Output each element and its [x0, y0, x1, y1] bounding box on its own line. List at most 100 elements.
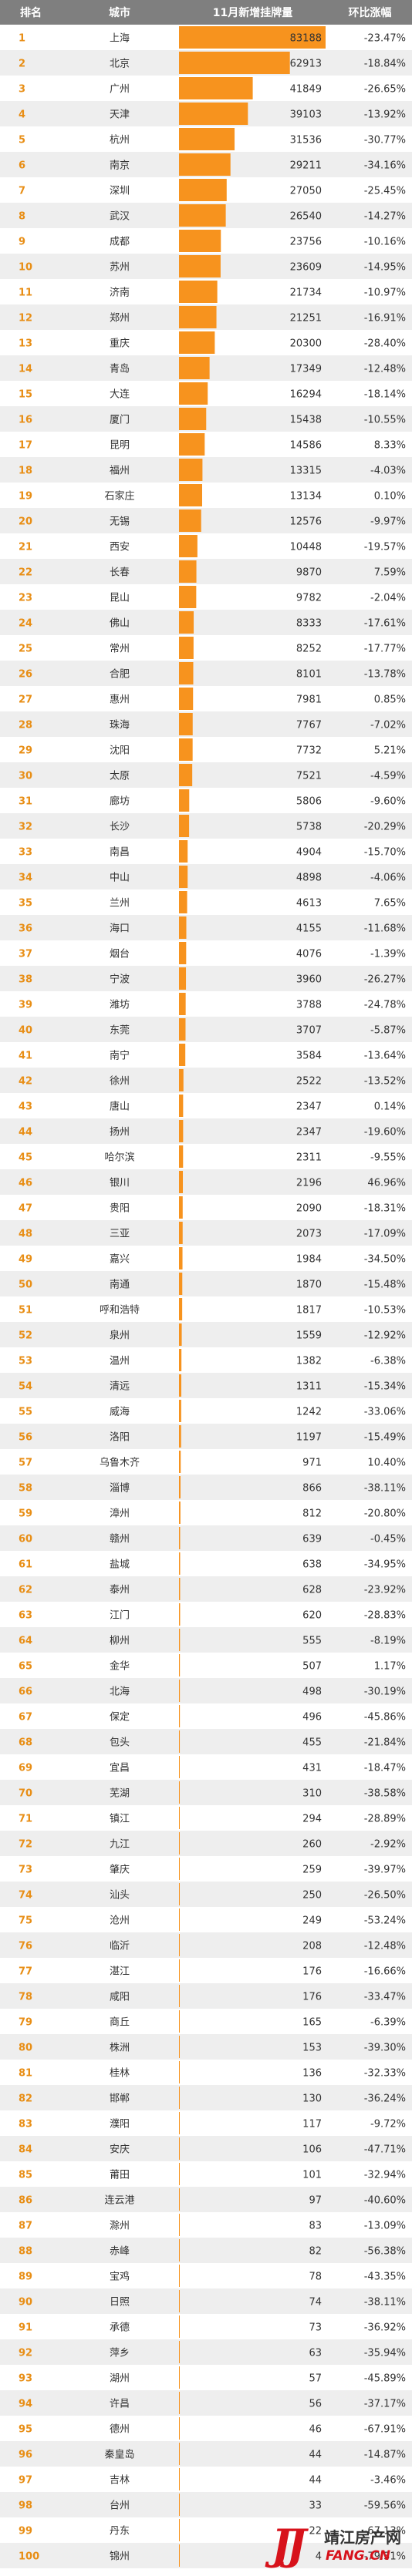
- rank-cell: 82: [19, 2093, 32, 2105]
- bar: [179, 1247, 183, 1270]
- bar: [179, 2137, 180, 2160]
- table-row: [0, 1602, 412, 1627]
- rank-cell: 10: [19, 262, 32, 274]
- change-cell: -18.84%: [364, 59, 406, 70]
- bar: [179, 1349, 182, 1371]
- change-cell: -13.64%: [364, 1051, 406, 1062]
- bar: [179, 1552, 181, 1575]
- change-cell: -34.16%: [364, 160, 406, 172]
- change-cell: -36.24%: [364, 2093, 406, 2105]
- city-cell: 成都: [110, 237, 130, 248]
- bar: [179, 2265, 180, 2287]
- rank-cell: 95: [19, 2424, 32, 2436]
- bar: [179, 2366, 180, 2389]
- table-row: [0, 2161, 412, 2187]
- change-cell: -10.16%: [364, 237, 406, 248]
- rank-cell: 37: [19, 949, 32, 960]
- value-label: 507: [302, 1661, 322, 1673]
- bar: [179, 611, 194, 634]
- bar: [179, 179, 227, 201]
- table-row: [0, 2467, 412, 2492]
- table-row: [0, 1296, 412, 1322]
- rank-cell: 9: [19, 237, 25, 248]
- city-cell: 西安: [110, 542, 130, 553]
- value-label: 153: [302, 2043, 322, 2054]
- value-label: 3707: [296, 1025, 322, 1037]
- bar: [179, 637, 194, 659]
- value-label: 165: [302, 2017, 322, 2029]
- city-cell: 重庆: [110, 338, 130, 350]
- change-cell: -1.39%: [370, 949, 406, 960]
- value-label: 46: [309, 2424, 322, 2436]
- rank-cell: 48: [19, 1229, 32, 1240]
- rank-cell: 83: [19, 2119, 32, 2130]
- rank-cell: 13: [19, 338, 32, 350]
- change-cell: -30.77%: [364, 135, 406, 146]
- rank-cell: 40: [19, 1025, 32, 1037]
- change-cell: -21.84%: [364, 1737, 406, 1749]
- change-cell: -15.70%: [364, 847, 406, 859]
- change-cell: -7.02%: [370, 720, 406, 731]
- rank-cell: 11: [19, 288, 32, 299]
- table-row: [0, 1017, 412, 1042]
- value-label: 250: [302, 1890, 322, 1902]
- rank-cell: 52: [19, 1330, 32, 1342]
- value-label: 498: [302, 1687, 322, 1698]
- value-label: 136: [302, 2068, 322, 2080]
- city-cell: 包头: [110, 1737, 130, 1749]
- header-cell-3: 环比涨幅: [349, 6, 392, 19]
- change-cell: -40.60%: [364, 2195, 406, 2207]
- bar: [179, 1069, 184, 1091]
- table-row: [0, 2238, 412, 2263]
- value-label: 29211: [290, 160, 322, 172]
- table-row: [0, 1246, 412, 1271]
- change-cell: -35.94%: [364, 2348, 406, 2359]
- bar: [179, 1044, 186, 1066]
- bar: [179, 2188, 180, 2211]
- table-row: [0, 1271, 412, 1296]
- bar: [179, 2239, 180, 2262]
- table-row: [0, 2212, 412, 2238]
- city-cell: 许昌: [110, 2399, 130, 2410]
- change-cell: -18.47%: [364, 1763, 406, 1774]
- rank-cell: 32: [19, 822, 32, 833]
- table-row: [0, 2085, 412, 2110]
- bar: [179, 2010, 180, 2033]
- city-cell: 汕头: [110, 1890, 130, 1902]
- change-cell: -17.09%: [364, 1229, 406, 1240]
- value-label: 5806: [296, 796, 322, 808]
- bar: [179, 2519, 180, 2541]
- table-row: [0, 1449, 412, 1475]
- bar: [179, 840, 188, 863]
- city-cell: 潍坊: [110, 1000, 130, 1011]
- table-row: [0, 2110, 412, 2136]
- table-row: [0, 2187, 412, 2212]
- change-cell: -38.11%: [364, 1483, 406, 1495]
- rank-cell: 44: [19, 1127, 32, 1138]
- value-label: 15438: [290, 415, 322, 426]
- change-cell: -23.47%: [364, 33, 406, 45]
- table-row: [0, 432, 412, 457]
- city-cell: 邯郸: [110, 2093, 130, 2105]
- value-label: 13315: [290, 466, 322, 477]
- table-row: [0, 1983, 412, 2009]
- value-label: 9870: [296, 567, 322, 579]
- table-row: [0, 2543, 412, 2568]
- rank-cell: 47: [19, 1203, 32, 1215]
- table-row: [0, 2390, 412, 2416]
- bar: [179, 1730, 181, 1753]
- table-row: [0, 1042, 412, 1068]
- rank-cell: 19: [19, 491, 32, 503]
- table-row: [0, 2288, 412, 2314]
- rank-cell: 64: [19, 1636, 32, 1647]
- change-cell: -19.60%: [364, 1127, 406, 1138]
- city-cell: 淄博: [110, 1483, 130, 1495]
- table-row: [0, 457, 412, 483]
- value-label: 21251: [290, 313, 322, 325]
- change-cell: -19.57%: [364, 542, 406, 553]
- change-cell: -14.27%: [364, 211, 406, 223]
- header-cell-1: 城市: [109, 6, 130, 19]
- change-cell: 46.96%: [367, 1178, 406, 1189]
- value-label: 27050: [290, 186, 322, 197]
- change-cell: -30.19%: [364, 1687, 406, 1698]
